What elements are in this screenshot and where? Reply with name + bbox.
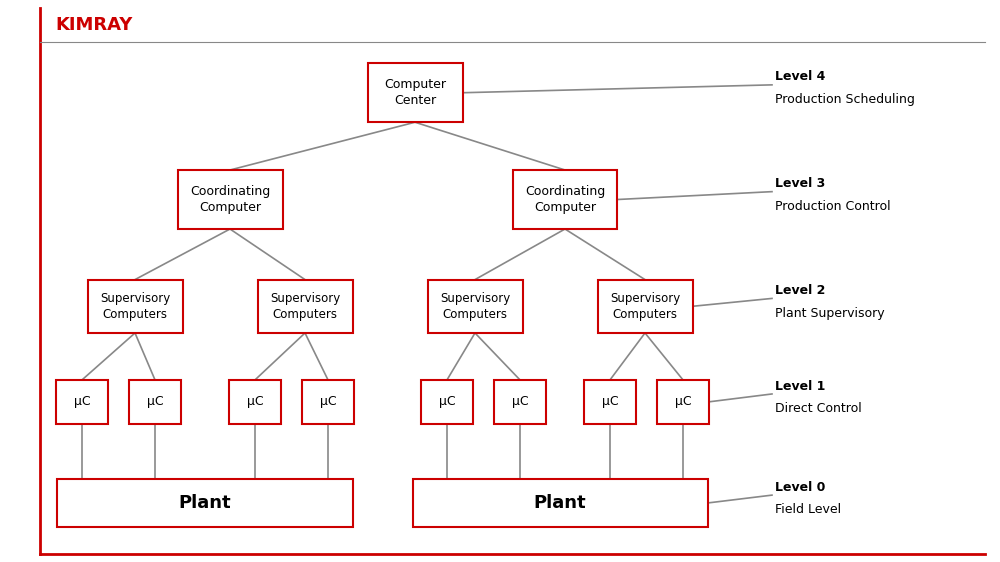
Text: Plant Supervisory: Plant Supervisory [775, 306, 885, 320]
Text: Supervisory
Computers: Supervisory Computers [440, 292, 510, 321]
FancyBboxPatch shape [368, 64, 462, 123]
Text: Plant: Plant [179, 494, 231, 512]
FancyBboxPatch shape [657, 380, 709, 424]
FancyBboxPatch shape [512, 170, 617, 229]
Text: Level 0: Level 0 [775, 481, 825, 494]
Text: μC: μC [74, 395, 90, 409]
FancyBboxPatch shape [421, 380, 473, 424]
Text: Field Level: Field Level [775, 503, 841, 516]
Text: Supervisory
Computers: Supervisory Computers [270, 292, 340, 321]
Text: Level 4: Level 4 [775, 70, 825, 84]
Text: Coordinating
Computer: Coordinating Computer [525, 185, 605, 214]
Text: Plant: Plant [534, 494, 586, 512]
Text: μC: μC [320, 395, 336, 409]
FancyBboxPatch shape [178, 170, 283, 229]
Text: Supervisory
Computers: Supervisory Computers [100, 292, 170, 321]
FancyBboxPatch shape [88, 279, 182, 333]
Text: Coordinating
Computer: Coordinating Computer [190, 185, 270, 214]
FancyBboxPatch shape [57, 479, 352, 527]
Text: Supervisory
Computers: Supervisory Computers [610, 292, 680, 321]
Text: μC: μC [247, 395, 263, 409]
FancyBboxPatch shape [129, 380, 181, 424]
FancyBboxPatch shape [413, 479, 708, 527]
Text: Computer
Center: Computer Center [384, 78, 446, 107]
Text: Level 2: Level 2 [775, 284, 825, 297]
Text: μC: μC [602, 395, 618, 409]
Text: μC: μC [675, 395, 691, 409]
Text: Production Control: Production Control [775, 200, 891, 213]
FancyBboxPatch shape [302, 380, 354, 424]
Text: μC: μC [147, 395, 163, 409]
Text: Level 1: Level 1 [775, 379, 825, 393]
FancyBboxPatch shape [494, 380, 546, 424]
Text: Direct Control: Direct Control [775, 402, 862, 415]
FancyBboxPatch shape [584, 380, 636, 424]
Text: Level 3: Level 3 [775, 177, 825, 191]
FancyBboxPatch shape [428, 279, 522, 333]
Text: Production Scheduling: Production Scheduling [775, 93, 915, 106]
FancyBboxPatch shape [598, 279, 692, 333]
FancyBboxPatch shape [258, 279, 353, 333]
Text: μC: μC [439, 395, 455, 409]
Text: μC: μC [512, 395, 528, 409]
FancyBboxPatch shape [229, 380, 281, 424]
Text: KIMRAY: KIMRAY [55, 16, 132, 34]
FancyBboxPatch shape [56, 380, 108, 424]
